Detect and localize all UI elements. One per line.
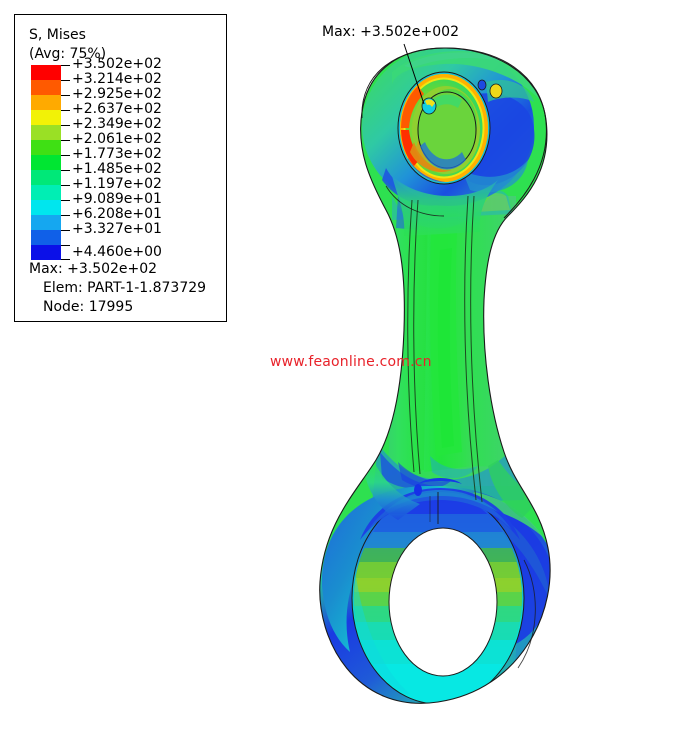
color-bar-tick [61,65,70,80]
color-bar-row: +9.089e+01 [31,192,226,215]
color-bar-row: +2.061e+02 [31,132,226,155]
legend-max-element: Elem: PART-1-1.873729 [43,280,207,296]
color-bar-label: +1.773e+02 [72,146,162,162]
legend-panel: S, Mises (Avg: 75%) +3.502e+02 +3.214e+02… [14,14,227,322]
color-bar-swatch [31,230,61,245]
color-bar-row: +3.502e+02 [31,57,226,80]
color-bar-tick [61,80,70,95]
color-bar-label: +1.485e+02 [72,161,162,177]
color-bar-row: +3.214e+02 [31,72,226,95]
color-bar-row: +2.349e+02 [31,117,226,140]
color-bar-tick [61,155,70,170]
color-bar-swatch [31,245,61,260]
watermark-text: www.feaonline.com.cn [270,354,432,370]
color-bar-swatch [31,185,61,200]
color-bar-swatch [31,95,61,110]
color-bar-label: +4.460e+00 [72,244,162,260]
color-bar-label: +2.637e+02 [72,101,162,117]
color-bar-row: +3.327e+01 [31,222,226,245]
legend-header: S, Mises (Avg: 75%) [29,26,106,64]
color-bar-tick [61,185,70,200]
color-bar-label: +2.925e+02 [72,86,162,102]
color-bar-swatch [31,140,61,155]
color-bar-tick [61,170,70,185]
rod-silhouette [319,48,551,704]
color-bar-label: +6.208e+01 [72,206,162,222]
color-bar: +3.502e+02 +3.214e+02 +2.925e+02 +2.637e+02… [31,57,226,260]
color-bar-swatch [31,170,61,185]
legend-average: (Avg: 75%) [29,46,107,62]
rod-outline [319,47,551,704]
legend-max-value: Max: +3.502e+02 [29,261,158,277]
color-bar-row: +1.197e+02 [31,177,226,200]
color-bar-row: +1.773e+02 [31,147,226,170]
max-leader-line [403,43,425,105]
color-bar-label: +3.214e+02 [72,71,162,87]
legend-max-node: Node: 17995 [43,299,134,315]
legend-title: S, Mises [29,27,86,43]
color-bar-tick [61,110,70,125]
color-bar-label: +1.197e+02 [72,176,162,192]
color-bar-swatch [31,155,61,170]
color-bar-row: +1.485e+02 [31,162,226,185]
color-bar-tick [61,125,70,140]
color-bar-row: +6.208e+01 [31,207,226,230]
color-bar-tick [61,95,70,110]
color-bar-tick [61,200,70,215]
legend-footer: Max: +3.502e+02 Elem: PART-1-1.873729 No… [29,260,206,317]
color-bar-tick [61,215,70,230]
color-bar-swatch [31,65,61,80]
color-bar-tick [61,230,70,245]
color-bar-swatch [31,125,61,140]
color-bar-label: +9.089e+01 [72,191,162,207]
rod-body [319,47,551,704]
max-annotation-label: Max: +3.502e+002 [322,24,459,40]
color-bar-row: +2.925e+02 [31,87,226,110]
color-bar-swatch [31,200,61,215]
color-bar-row: +2.637e+02 [31,102,226,125]
color-bar-swatch [31,215,61,230]
color-bar-swatch [31,80,61,95]
color-bar-swatch [31,110,61,125]
color-bar-label: +3.327e+01 [72,221,162,237]
color-bar-label: +2.349e+02 [72,116,162,132]
color-bar-tick [61,245,70,260]
color-bar-label: +2.061e+02 [72,131,162,147]
color-bar-row: +4.460e+00 [31,245,226,260]
color-bar-tick [61,140,70,155]
color-bar-label: +3.502e+02 [72,56,162,72]
